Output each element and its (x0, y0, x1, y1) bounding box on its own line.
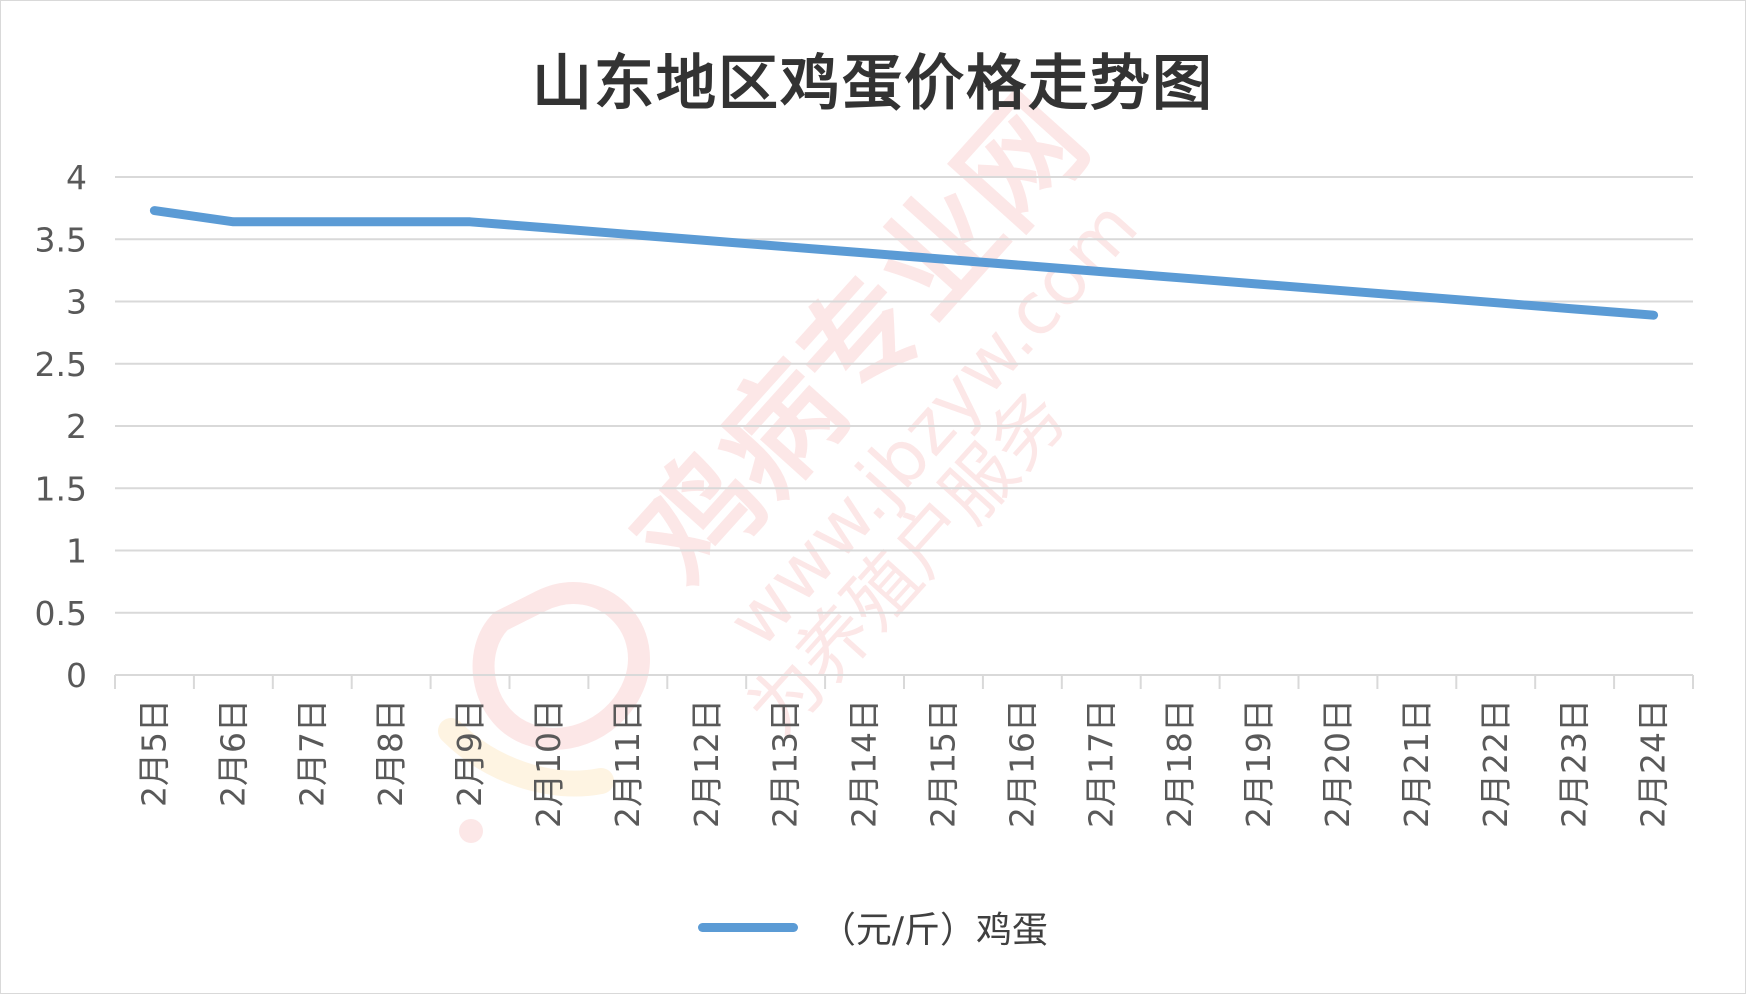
data-point (1179, 276, 1182, 279)
x-tick-label: 2月12日 (687, 699, 726, 828)
data-point (626, 233, 629, 236)
data-point (232, 220, 235, 223)
x-tick-label: 2月11日 (608, 699, 647, 828)
data-point (942, 258, 945, 261)
y-tick-label: 1.5 (35, 469, 87, 508)
data-point (1021, 264, 1024, 267)
y-tick-label: 4 (66, 158, 87, 197)
x-tick-label: 2月8日 (371, 699, 410, 807)
data-point (705, 239, 708, 242)
y-tick-label: 0.5 (35, 594, 87, 633)
data-point (390, 220, 393, 223)
y-tick-label: 1 (66, 532, 87, 571)
y-tick-label: 3.5 (35, 220, 87, 259)
x-tick-label: 2月23日 (1555, 699, 1594, 828)
x-tick-label: 2月18日 (1160, 699, 1199, 828)
y-tick-label: 2 (66, 407, 87, 446)
legend: （元/斤）鸡蛋 (1, 901, 1745, 953)
x-tick-label: 2月13日 (766, 699, 805, 828)
x-tick-label: 2月22日 (1476, 699, 1515, 828)
data-point (1573, 307, 1576, 310)
legend-label: （元/斤）鸡蛋 (819, 910, 1049, 951)
x-tick-label: 2月14日 (845, 699, 884, 828)
legend-swatch (697, 922, 798, 932)
data-point (153, 209, 156, 212)
x-axis: 2月5日 2月6日 2月7日 2月8日 2月9日 2月10日 2月11日 2月12日 2月13日… (114, 674, 1694, 828)
x-tick-label: 2月5日 (134, 699, 173, 807)
data-point (1415, 295, 1418, 298)
data-point (1100, 270, 1103, 273)
y-tick-label: 0 (66, 656, 87, 695)
x-tick-label: 2月15日 (923, 699, 962, 828)
data-point (1494, 301, 1497, 304)
x-tick-label: 2月19日 (1239, 699, 1278, 828)
series-layer (149, 206, 1659, 320)
x-tick-label: 2月17日 (1081, 699, 1120, 828)
data-point (784, 245, 787, 248)
x-tick-label: 2月20日 (1318, 699, 1357, 828)
x-tick-label: 2月16日 (1002, 699, 1041, 828)
y-tick-label: 3 (66, 283, 87, 322)
y-axis-ticks: 0 0.5 1 1.5 2 2.5 3 3.5 4 (35, 158, 87, 695)
x-tick-label: 2月6日 (213, 699, 252, 807)
series-line (149, 206, 1659, 320)
data-point (1652, 314, 1655, 317)
y-tick-label: 2.5 (35, 345, 87, 384)
data-point (311, 220, 314, 223)
data-point (863, 251, 866, 254)
data-point (547, 227, 550, 230)
x-tick-label: 2月7日 (292, 699, 331, 807)
data-point (469, 220, 472, 223)
data-point (1258, 283, 1261, 286)
x-tick-label: 2月9日 (450, 699, 489, 807)
data-point (1336, 289, 1339, 292)
gridlines (115, 176, 1693, 614)
x-tick-label: 2月24日 (1634, 699, 1673, 828)
chart-title: 山东地区鸡蛋价格走势图 (532, 49, 1214, 119)
x-tick-label: 2月21日 (1397, 699, 1436, 828)
x-tick-label: 2月10日 (529, 699, 568, 828)
